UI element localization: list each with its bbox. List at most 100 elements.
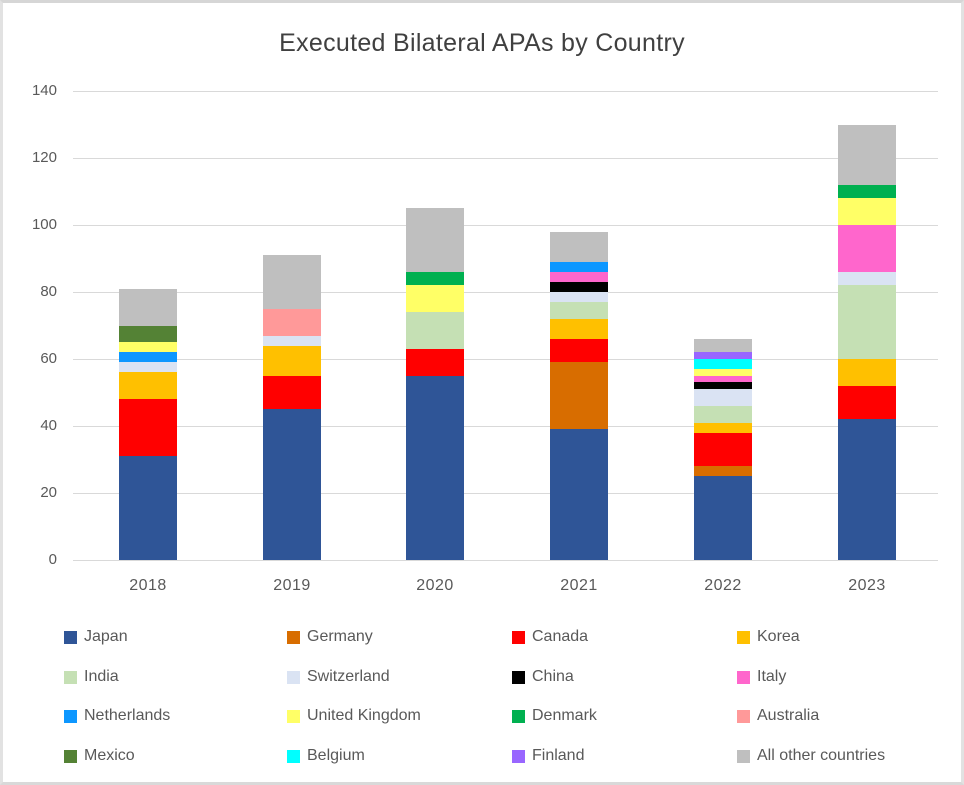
legend-label-united-kingdom: United Kingdom (307, 707, 421, 724)
segment-japan-2023 (838, 419, 896, 560)
segment-china-2021 (550, 282, 608, 292)
legend-item-netherlands: Netherlands (64, 707, 170, 725)
segment-korea-2023 (838, 359, 896, 386)
x-label-2019: 2019 (273, 577, 311, 594)
legend-swatch-denmark (512, 709, 525, 723)
segment-japan-2019 (263, 409, 321, 560)
legend-item-finland: Finland (512, 747, 584, 765)
legend-label-mexico: Mexico (84, 747, 135, 764)
segment-germany-2021 (550, 362, 608, 429)
legend-item-china: China (512, 668, 574, 686)
legend-swatch-finland (512, 749, 525, 763)
legend-swatch-italy (737, 670, 750, 684)
legend-item-united-kingdom: United Kingdom (287, 707, 421, 725)
y-tick-label-20: 20 (40, 484, 57, 501)
segment-india-2023 (838, 285, 896, 359)
gridline-80 (73, 292, 938, 293)
legend-swatch-united-kingdom (287, 709, 300, 723)
segment-japan-2018 (119, 456, 177, 560)
segment-switzerland-2023 (838, 272, 896, 285)
segment-korea-2022 (694, 423, 752, 433)
chart-title: Executed Bilateral APAs by Country (279, 29, 685, 57)
gridline-120 (73, 158, 938, 159)
legend-label-germany: Germany (307, 628, 373, 645)
segment-belgium-2022 (694, 359, 752, 369)
segment-switzerland-2021 (550, 292, 608, 302)
legend-swatch-australia (737, 709, 750, 723)
legend-label-india: India (84, 668, 119, 685)
segment-denmark-2020 (406, 272, 464, 285)
segment-italy-2023 (838, 225, 896, 272)
legend-label-korea: Korea (757, 628, 800, 645)
segment-united-kingdom-2023 (838, 198, 896, 225)
legend-swatch-canada (512, 630, 525, 644)
segment-canada-2018 (119, 399, 177, 456)
legend-swatch-korea (737, 630, 750, 644)
gridline-60 (73, 359, 938, 360)
gridline-0 (73, 560, 938, 561)
segment-japan-2021 (550, 429, 608, 560)
segment-netherlands-2018 (119, 352, 177, 362)
legend-label-belgium: Belgium (307, 747, 365, 764)
y-tick-label-60: 60 (40, 350, 57, 367)
segment-korea-2021 (550, 319, 608, 339)
gridline-20 (73, 493, 938, 494)
segment-switzerland-2019 (263, 336, 321, 346)
y-tick-label-100: 100 (31, 216, 57, 233)
x-label-2022: 2022 (704, 577, 742, 594)
gridline-100 (73, 225, 938, 226)
legend-item-denmark: Denmark (512, 707, 597, 725)
legend-label-japan: Japan (84, 628, 128, 645)
legend-swatch-china (512, 670, 525, 684)
y-tick-label-0: 0 (48, 551, 57, 568)
segment-denmark-2023 (838, 185, 896, 198)
segment-canada-2023 (838, 386, 896, 419)
gridline-40 (73, 426, 938, 427)
legend-swatch-japan (64, 630, 77, 644)
legend-item-belgium: Belgium (287, 747, 365, 765)
legend-item-germany: Germany (287, 628, 373, 646)
legend-label-all-other-countries: All other countries (757, 747, 886, 764)
legend-item-all-other-countries: All other countries (737, 747, 885, 765)
legend-item-mexico: Mexico (64, 747, 135, 765)
legend-label-australia: Australia (757, 707, 820, 724)
legend-label-china: China (532, 668, 574, 685)
legend-item-switzerland: Switzerland (287, 668, 390, 686)
segment-all-other-countries-2023 (838, 125, 896, 185)
segment-china-2022 (694, 382, 752, 389)
segment-japan-2020 (406, 376, 464, 560)
y-tick-label-80: 80 (40, 283, 57, 300)
legend-swatch-netherlands (64, 709, 77, 723)
y-tick-label-140: 140 (31, 82, 57, 99)
legend-item-australia: Australia (737, 707, 819, 725)
segment-india-2020 (406, 312, 464, 349)
legend-label-denmark: Denmark (532, 707, 597, 724)
legend-swatch-germany (287, 630, 300, 644)
segment-canada-2022 (694, 433, 752, 466)
legend-label-switzerland: Switzerland (307, 668, 390, 685)
segment-united-kingdom-2022 (694, 369, 752, 376)
legend-label-netherlands: Netherlands (84, 707, 171, 724)
legend-item-korea: Korea (737, 628, 800, 646)
segment-switzerland-2018 (119, 362, 177, 372)
segment-netherlands-2021 (550, 262, 608, 272)
segment-germany-2022 (694, 466, 752, 476)
x-label-2021: 2021 (560, 577, 598, 594)
segment-korea-2019 (263, 346, 321, 376)
legend-item-canada: Canada (512, 628, 588, 646)
segment-australia-2019 (263, 309, 321, 336)
gridline-140 (73, 91, 938, 92)
segment-canada-2020 (406, 349, 464, 376)
legend-label-finland: Finland (532, 747, 585, 764)
segment-all-other-countries-2020 (406, 208, 464, 272)
segment-switzerland-2022 (694, 389, 752, 406)
segment-india-2021 (550, 302, 608, 319)
legend-swatch-india (64, 670, 77, 684)
legend-label-italy: Italy (757, 668, 787, 685)
segment-mexico-2018 (119, 326, 177, 342)
x-label-2018: 2018 (129, 577, 167, 594)
legend-item-india: India (64, 668, 119, 686)
segment-korea-2018 (119, 372, 177, 399)
segment-italy-2021 (550, 272, 608, 282)
